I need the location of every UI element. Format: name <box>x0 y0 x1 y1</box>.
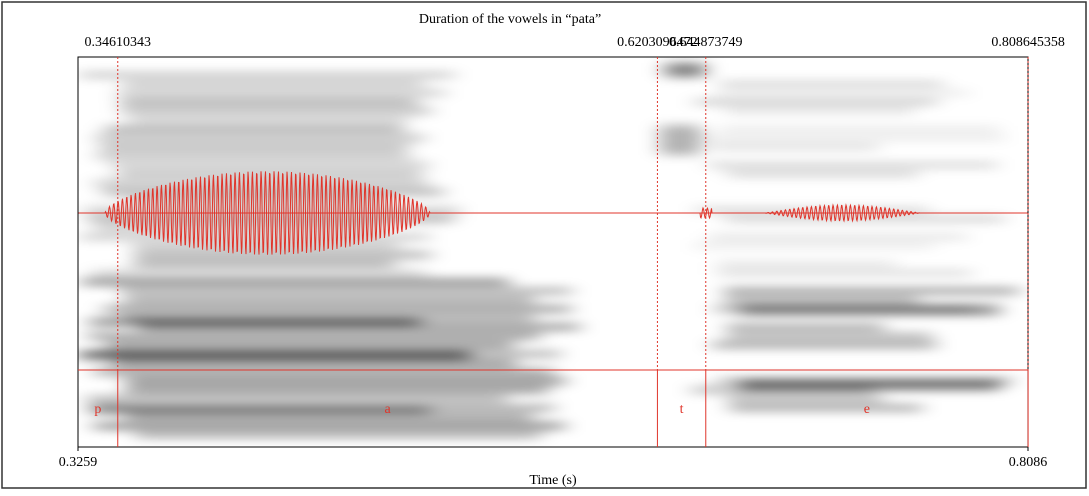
spectral-band <box>126 378 566 384</box>
spectral-band <box>727 333 932 339</box>
spectral-band <box>88 333 540 339</box>
spectral-band <box>717 261 896 267</box>
spectral-band <box>90 407 430 413</box>
spectral-band <box>726 108 914 114</box>
chart-title: Duration of the vowels in “pata” <box>419 12 601 27</box>
spectral-band <box>134 252 431 258</box>
spectral-band <box>665 63 705 77</box>
spectral-band <box>132 243 399 249</box>
spectral-band <box>123 81 423 87</box>
boundary-label: 0.6203096472 <box>617 35 698 50</box>
spectral-band <box>724 288 1019 294</box>
spectral-band <box>719 126 1000 132</box>
spectral-band <box>94 369 553 375</box>
spectral-band <box>104 306 571 312</box>
spectral-band <box>708 162 997 168</box>
spectral-band <box>123 315 534 321</box>
spectral-band <box>720 81 943 87</box>
spectral-band <box>86 396 507 402</box>
spectral-band <box>740 305 1000 315</box>
spectral-band <box>139 324 580 330</box>
spectral-band <box>80 352 470 358</box>
interval-label: e <box>864 402 870 417</box>
spectral-band <box>125 297 534 303</box>
spectral-band <box>125 387 549 393</box>
waveform <box>78 171 1028 255</box>
interval-label: p <box>94 402 101 417</box>
spectral-band <box>694 243 934 249</box>
boundary-label: 0.34610343 <box>85 35 152 50</box>
interval-label: t <box>680 402 684 417</box>
spectral-band <box>697 135 1005 141</box>
spectral-band <box>660 125 700 155</box>
spectral-band <box>96 225 381 231</box>
spectral-band <box>105 126 404 132</box>
x-tick-label: 0.3259 <box>59 455 98 470</box>
spectral-band <box>90 319 420 325</box>
spectrogram <box>80 63 1019 438</box>
spectral-band <box>121 99 418 105</box>
spectral-band <box>121 288 572 294</box>
spectral-band <box>112 360 517 366</box>
spectral-band <box>118 90 446 96</box>
spectral-band <box>80 72 454 78</box>
spectral-band <box>111 162 430 168</box>
spectral-band <box>97 153 410 159</box>
spectral-band <box>81 279 509 285</box>
spectral-band <box>710 144 879 150</box>
x-axis-label: Time (s) <box>529 473 577 488</box>
spectral-band <box>718 270 972 276</box>
boundary-label: 0.808645358 <box>991 35 1065 50</box>
spectral-band <box>96 135 425 141</box>
boundary-label: 0.644873749 <box>669 35 743 50</box>
spectral-band <box>727 396 883 402</box>
spectral-band <box>121 108 432 114</box>
spectral-band <box>92 270 426 276</box>
x-tick-label: 0.8086 <box>1009 455 1048 470</box>
spectral-band <box>740 380 1000 390</box>
spectral-band <box>725 297 918 303</box>
waveform <box>78 171 1028 255</box>
spectral-band <box>727 171 918 177</box>
spectral-band <box>134 261 396 267</box>
spectral-band <box>101 144 408 150</box>
spectral-band <box>106 342 514 348</box>
spectral-band <box>726 324 884 330</box>
spectral-band <box>126 414 532 420</box>
spectral-band <box>718 90 969 96</box>
spectral-band <box>135 432 541 438</box>
spectral-band <box>709 234 967 240</box>
spectral-band <box>729 405 922 411</box>
plot-frame <box>77 56 1029 448</box>
interval-label: a <box>384 402 391 417</box>
spectral-band <box>84 207 460 213</box>
spectral-band <box>694 99 938 105</box>
spectral-band <box>130 117 407 123</box>
spectral-band <box>712 342 937 348</box>
spectral-band <box>93 423 565 429</box>
